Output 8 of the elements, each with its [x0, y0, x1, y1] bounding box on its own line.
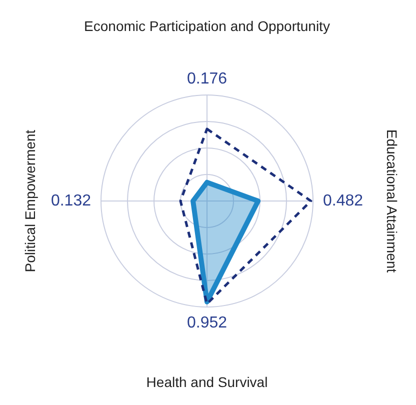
- text: 0.952: [186, 314, 228, 332]
- text: 0.176: [186, 70, 228, 88]
- spoke-label: Health and Survival: [146, 374, 268, 390]
- text: 0.132: [50, 192, 92, 210]
- spoke-label: Economic Participation and Opportunity: [84, 18, 330, 34]
- text: 0.482: [323, 192, 364, 210]
- spoke-label: Political Empowerment: [22, 130, 38, 272]
- spoke-label: Educational Attainment: [384, 129, 400, 273]
